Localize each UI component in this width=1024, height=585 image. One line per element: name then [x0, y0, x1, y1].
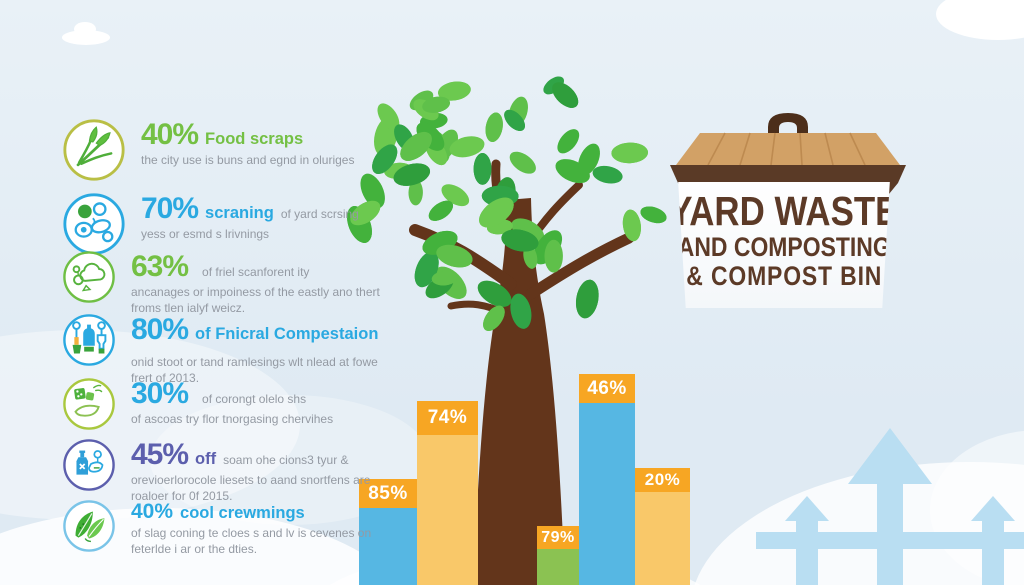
plant-scraps-icon [63, 119, 125, 181]
stat-item: 80% of Fnicral Compestaion onid stoot or… [62, 313, 383, 386]
bar-79: 79% [537, 526, 579, 585]
stat-desc: yess or esmd s lrivnings [141, 227, 270, 241]
garden-tools-icon [63, 314, 115, 366]
no-chemicals-icon [63, 439, 115, 491]
stat-tail: soam ohe cions3 tyur & [223, 453, 349, 467]
bar-body [417, 435, 478, 585]
stat-item: 45% off soam ohe cions3 tyur & orevioerl… [62, 438, 383, 504]
stat-item: 40% cool crewmings of slag coning te clo… [62, 499, 383, 557]
bar-20: 20% [635, 468, 690, 585]
stat-percent: 80% [131, 313, 189, 346]
bar-value-label: 85% [368, 482, 408, 504]
stat-percent: 70% [141, 192, 199, 225]
stat-desc: ancanages or impoiness of the eastly ano… [131, 285, 380, 315]
bar-value-label: 74% [427, 407, 468, 428]
stat-desc: of slag coning te cloes s and lv is ceve… [131, 526, 372, 556]
stat-label: of Fnicral Compestaion [195, 325, 379, 343]
bar-value-label: 79% [541, 528, 575, 546]
stat-label: off [195, 450, 217, 468]
stat-label: Food scraps [205, 130, 304, 148]
tree-canopy-leaves [347, 76, 667, 331]
stat-item: 40% Food scraps the city use is buns and… [62, 118, 393, 182]
stat-percent: 40% [141, 118, 199, 151]
cloud-icon [62, 30, 110, 45]
bar-value-label: 20% [644, 470, 681, 489]
bar-body [537, 549, 579, 585]
stat-percent: 63% [131, 250, 189, 283]
bar-74: 74% [417, 401, 478, 585]
compost-cubes-icon [63, 378, 115, 430]
food-bits-icon [63, 193, 125, 255]
stat-percent: 30% [131, 377, 189, 410]
stat-label: cool crewmings [180, 504, 305, 522]
compost-bin-lid [670, 113, 906, 194]
stat-desc: of ascoas try flor tnorgasing chervihes [131, 412, 334, 426]
stat-desc: orevioerlorocole liesets to aand snortfe… [131, 473, 371, 503]
stat-tail: of yard scrsing [280, 207, 359, 221]
stat-desc: the city use is buns and egnd in olurige… [141, 153, 355, 167]
growth-arrows-icon [756, 428, 1024, 585]
title-line-1: YARD WASTE [669, 188, 899, 234]
stat-item: 70% scraning of yard scrsing yess or esm… [62, 192, 393, 256]
bar-value-label: 46% [587, 377, 627, 399]
stat-desc: onid stoot or tand ramlesings wlt nlead … [131, 355, 378, 385]
compost-steam-icon [63, 251, 115, 303]
leaves-icon [63, 500, 115, 552]
stat-percent: 45% [131, 438, 189, 471]
bar-cap: 74% [417, 401, 478, 435]
bar-cap: 20% [635, 468, 690, 492]
bar-46: 46% [579, 374, 635, 585]
bin-handle-icon [768, 113, 808, 135]
bar-body [635, 492, 690, 585]
bar-85: 85% [359, 479, 417, 585]
title-line-2: AND COMPOSTING [677, 231, 891, 262]
bar-cap: 85% [359, 479, 417, 508]
stat-percent: 40% [131, 500, 174, 523]
stat-item: 63% of friel scanforent ity ancanages or… [62, 250, 383, 316]
cloud-icon [936, 0, 1024, 40]
stat-label: scraning [205, 204, 274, 222]
bar-cap: 46% [579, 374, 635, 403]
bar-body [579, 403, 635, 585]
tree-illustration [347, 76, 667, 585]
bar-cap: 79% [537, 526, 579, 549]
stat-tail: of friel scanforent ity [202, 265, 310, 279]
title-line-3: & COMPOST BIN [686, 260, 882, 291]
stat-tail: of corongt olelo shs [202, 392, 307, 406]
compost-bin-body: YARD WASTE AND COMPOSTING & COMPOST BIN [677, 182, 891, 308]
bar-body [359, 508, 417, 585]
stat-item: 30% of corongt olelo shs of ascoas try f… [62, 377, 383, 431]
